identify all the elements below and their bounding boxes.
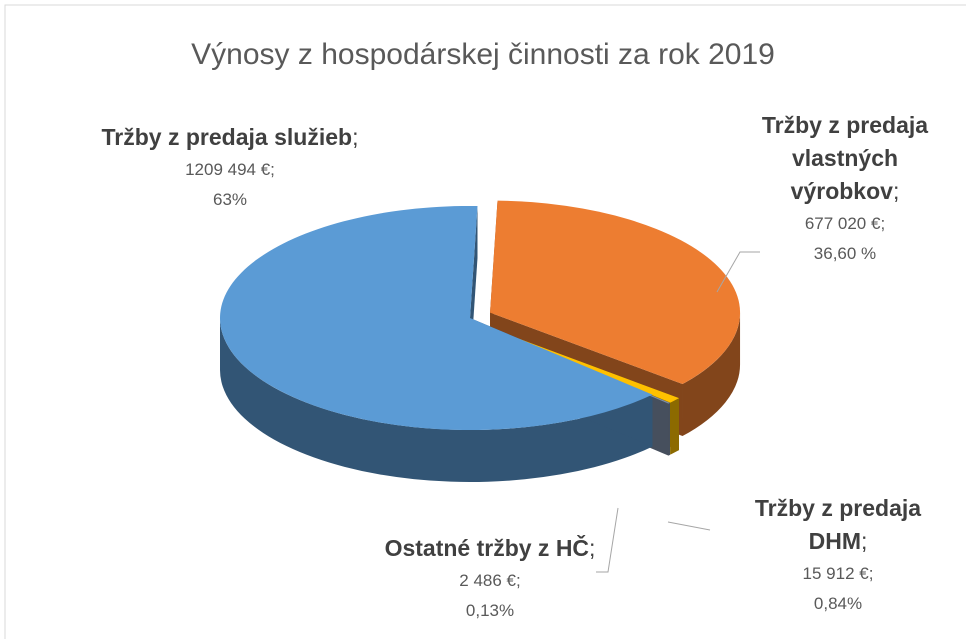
slice-wall [220, 318, 653, 483]
category-label: Tržby z predaja služieb [101, 124, 353, 150]
data-label: Tržby z predaja DHM; 15 912 €; 0,84% [740, 493, 936, 619]
chart-title: Výnosy z hospodárskej činnosti za rok 20… [191, 38, 775, 71]
slice [220, 205, 653, 430]
percent-label: 0,13% [465, 601, 515, 620]
value-label: 15 912 €; [802, 564, 874, 583]
separator: ; [589, 535, 596, 561]
category-label: Tržby z predaja vlastných výrobkov [761, 112, 929, 204]
leader-line [667, 521, 711, 531]
data-label: Tržby z predaja služieb; 1209 494 €; 63% [40, 122, 420, 215]
category-label: Ostatné tržby z HČ [384, 535, 590, 561]
pie [220, 200, 741, 483]
value-label: 677 020 €; [804, 214, 886, 233]
chart-border [4, 4, 966, 639]
percent-label: 63% [212, 190, 248, 209]
separator: ; [861, 528, 868, 554]
slice-wall [682, 312, 741, 437]
category-label: Tržby z predaja DHM [754, 495, 922, 554]
value-label: 2 486 €; [459, 571, 521, 590]
separator: ; [352, 124, 359, 150]
data-label: Ostatné tržby z HČ; 2 486 €; 0,13% [340, 533, 640, 626]
leader-line [596, 507, 619, 573]
leader-line [716, 251, 760, 293]
data-label: Tržby z predaja vlastných výrobkov; 677 … [745, 110, 945, 269]
slice [490, 200, 741, 385]
percent-label: 36,60 % [813, 244, 877, 263]
percent-label: 0,84% [813, 594, 863, 613]
separator: ; [892, 178, 900, 204]
value-label: 1209 494 €; [185, 160, 275, 179]
